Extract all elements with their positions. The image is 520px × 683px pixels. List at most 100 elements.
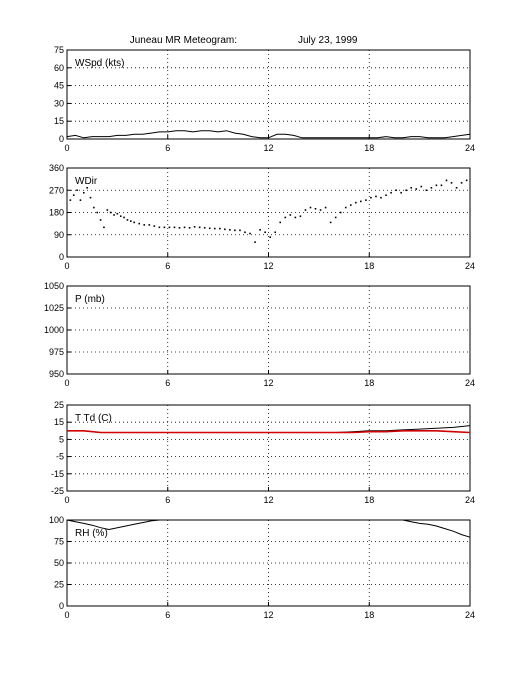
data-point bbox=[370, 196, 372, 199]
data-point bbox=[299, 215, 302, 218]
data-point bbox=[133, 221, 135, 224]
data-point bbox=[274, 231, 277, 234]
y-tick-label: 60 bbox=[54, 63, 64, 73]
data-point bbox=[435, 184, 438, 187]
data-point bbox=[193, 226, 196, 228]
chart-title: Juneau MR Meteogram: bbox=[130, 35, 237, 46]
x-tick-label: 0 bbox=[64, 610, 69, 620]
data-point bbox=[173, 226, 176, 229]
panel-3: 0 6 12 18 24 950 975 1000 1025 1050 P (mb) bbox=[44, 281, 475, 388]
data-point bbox=[375, 195, 377, 198]
data-point bbox=[294, 216, 297, 219]
data-point bbox=[99, 219, 102, 221]
data-point bbox=[183, 226, 186, 229]
data-point bbox=[430, 186, 433, 189]
y-tick-label: 50 bbox=[54, 558, 64, 568]
x-tick-label: 6 bbox=[165, 610, 170, 620]
y-tick-label: 15 bbox=[54, 116, 64, 126]
data-point bbox=[188, 227, 191, 229]
y-tick-label: 0 bbox=[59, 134, 64, 144]
data-point bbox=[355, 201, 357, 204]
x-tick-label: 24 bbox=[465, 261, 475, 271]
data-point bbox=[455, 186, 458, 189]
data-point bbox=[309, 206, 312, 209]
data-point bbox=[138, 222, 141, 225]
data-point bbox=[79, 199, 82, 201]
data-point bbox=[254, 241, 256, 243]
x-tick-label: 24 bbox=[465, 610, 475, 620]
x-tick-label: 24 bbox=[465, 378, 475, 388]
panel-label: T Td (C) bbox=[75, 413, 112, 424]
data-point bbox=[72, 194, 75, 196]
panel-4: 0 6 12 18 24 -25 -15 -5 5 15 25 T Td (C) bbox=[51, 400, 475, 505]
y-tick-label: 975 bbox=[49, 347, 64, 357]
data-point bbox=[234, 229, 236, 232]
y-tick-label: 15 bbox=[54, 417, 64, 427]
y-tick-label: -25 bbox=[51, 486, 64, 496]
x-tick-label: 24 bbox=[465, 495, 475, 505]
chart-date: July 23, 1999 bbox=[298, 35, 358, 46]
x-tick-label: 12 bbox=[263, 261, 273, 271]
y-tick-label: 1050 bbox=[44, 281, 64, 291]
y-tick-label: 100 bbox=[49, 515, 64, 525]
data-point bbox=[339, 211, 342, 214]
data-point bbox=[334, 216, 337, 219]
data-point bbox=[69, 199, 72, 201]
y-tick-label: 75 bbox=[54, 537, 64, 547]
data-point bbox=[119, 215, 122, 218]
data-point bbox=[178, 227, 181, 229]
data-point bbox=[465, 179, 468, 182]
data-point bbox=[96, 211, 99, 214]
data-point bbox=[400, 191, 402, 194]
panel-label: P (mb) bbox=[75, 294, 105, 305]
data-point bbox=[116, 212, 119, 215]
y-tick-label: 25 bbox=[54, 580, 64, 590]
y-tick-label: 270 bbox=[49, 185, 64, 195]
data-point bbox=[244, 231, 246, 234]
data-point bbox=[148, 224, 151, 226]
data-point bbox=[103, 226, 105, 229]
data-point bbox=[360, 200, 362, 203]
data-point bbox=[425, 189, 428, 192]
x-tick-label: 6 bbox=[165, 378, 170, 388]
data-point bbox=[113, 214, 115, 216]
x-tick-label: 18 bbox=[364, 495, 374, 505]
data-point bbox=[304, 209, 307, 211]
data-point bbox=[163, 226, 166, 229]
y-tick-label: 0 bbox=[59, 252, 64, 262]
data-point bbox=[284, 216, 287, 219]
panel-label: WSpd (kts) bbox=[75, 58, 124, 69]
data-point bbox=[259, 229, 261, 231]
data-point bbox=[380, 196, 382, 199]
data-point bbox=[385, 194, 387, 196]
data-point bbox=[420, 185, 423, 188]
data-point bbox=[208, 227, 211, 230]
data-point bbox=[390, 191, 392, 194]
data-point bbox=[264, 231, 266, 234]
data-point bbox=[213, 227, 216, 230]
y-tick-label: 75 bbox=[54, 45, 64, 55]
data-point bbox=[319, 209, 322, 211]
y-tick-label: 180 bbox=[49, 208, 64, 218]
x-tick-label: 12 bbox=[263, 143, 273, 153]
series-line-1 bbox=[66, 130, 471, 139]
x-tick-label: 6 bbox=[165, 261, 170, 271]
series-line-1 bbox=[66, 519, 168, 531]
data-point bbox=[314, 207, 317, 210]
data-point bbox=[143, 224, 146, 226]
y-tick-label: 1000 bbox=[44, 325, 64, 335]
data-point bbox=[168, 226, 171, 229]
y-tick-label: 950 bbox=[49, 369, 64, 379]
x-tick-label: 12 bbox=[263, 610, 273, 620]
x-tick-label: 6 bbox=[165, 495, 170, 505]
data-point bbox=[415, 188, 418, 190]
y-tick-label: 25 bbox=[54, 400, 64, 410]
data-point bbox=[86, 186, 88, 189]
x-tick-label: 0 bbox=[64, 495, 69, 505]
x-tick-label: 6 bbox=[165, 143, 170, 153]
data-point bbox=[249, 232, 251, 235]
x-tick-label: 24 bbox=[465, 143, 475, 153]
y-tick-label: 1025 bbox=[44, 303, 64, 313]
x-tick-label: 18 bbox=[364, 610, 374, 620]
